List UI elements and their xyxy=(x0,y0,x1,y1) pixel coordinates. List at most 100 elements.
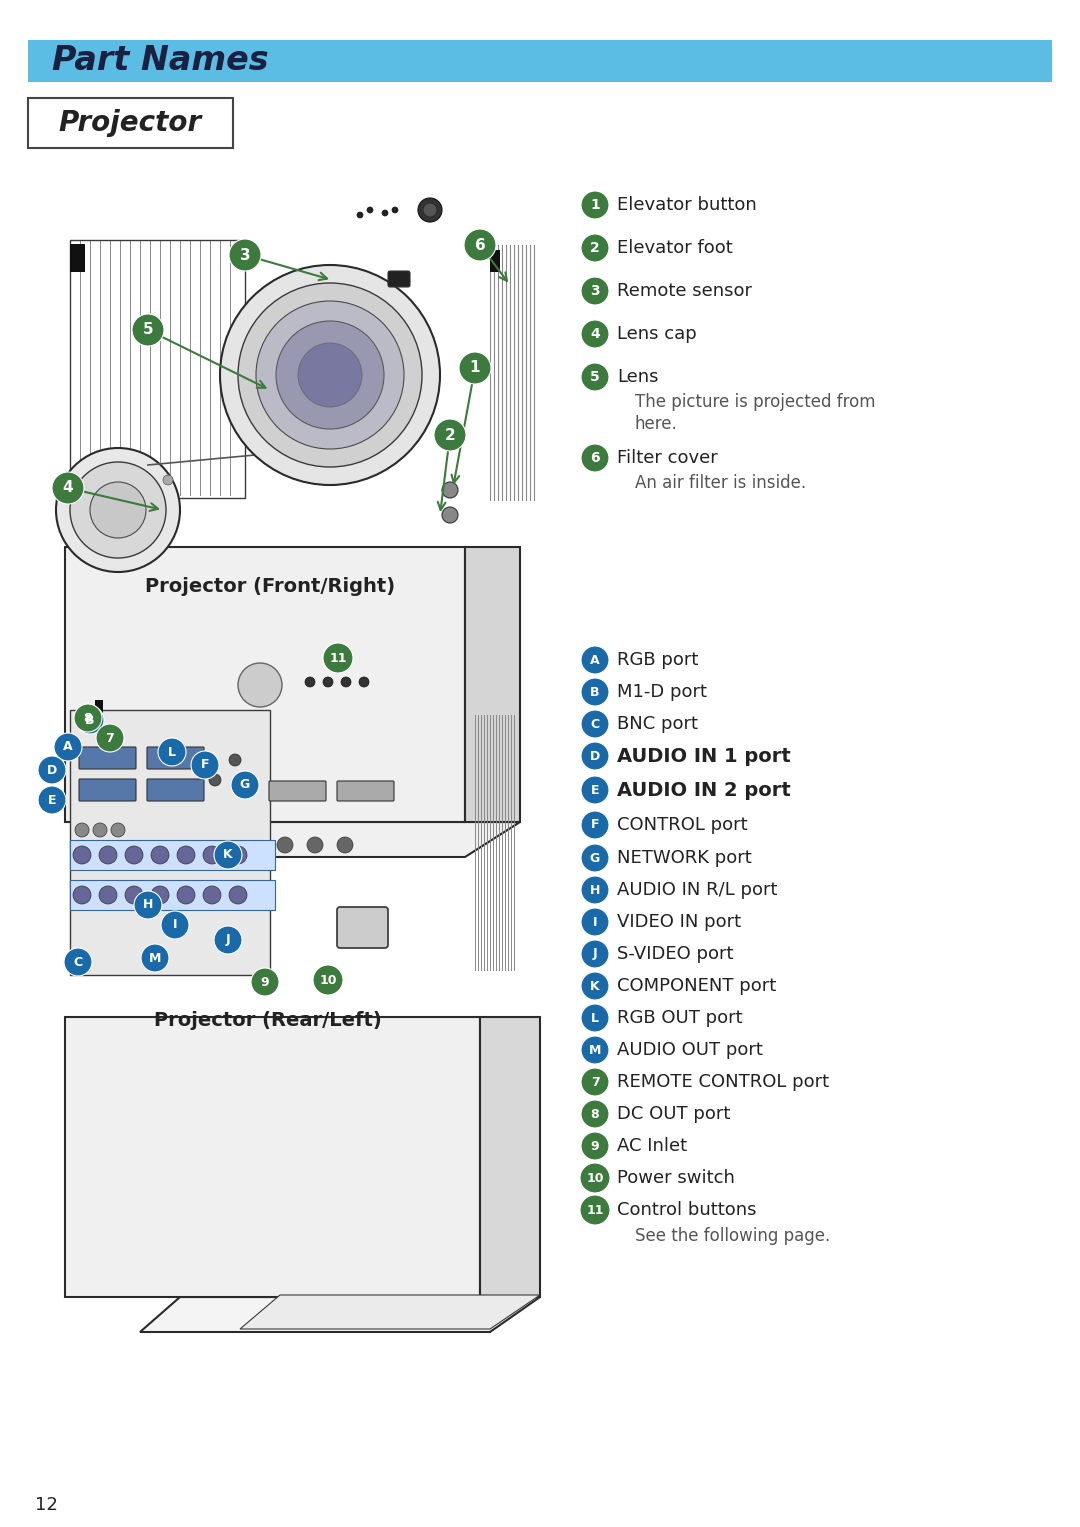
FancyBboxPatch shape xyxy=(28,40,1052,82)
Text: J: J xyxy=(593,947,597,960)
Text: L: L xyxy=(591,1011,599,1025)
Polygon shape xyxy=(65,547,465,822)
Circle shape xyxy=(581,1132,609,1161)
Circle shape xyxy=(210,774,221,786)
Circle shape xyxy=(581,876,609,904)
Circle shape xyxy=(581,776,609,805)
Text: I: I xyxy=(593,916,597,928)
Polygon shape xyxy=(65,1017,480,1296)
Text: S-VIDEO port: S-VIDEO port xyxy=(617,945,733,964)
FancyBboxPatch shape xyxy=(337,780,394,802)
Text: K: K xyxy=(590,979,599,993)
Text: F: F xyxy=(591,818,599,832)
Text: 10: 10 xyxy=(586,1171,604,1185)
Text: K: K xyxy=(224,849,233,861)
Circle shape xyxy=(151,846,168,864)
Text: 1: 1 xyxy=(590,199,599,212)
Text: 1: 1 xyxy=(470,360,481,376)
Circle shape xyxy=(581,678,609,705)
Circle shape xyxy=(70,463,166,557)
Text: M1-D port: M1-D port xyxy=(617,683,707,701)
Circle shape xyxy=(64,948,92,976)
Text: C: C xyxy=(591,718,599,730)
FancyBboxPatch shape xyxy=(70,244,85,272)
Polygon shape xyxy=(480,1017,540,1296)
Circle shape xyxy=(52,472,84,504)
FancyBboxPatch shape xyxy=(70,880,275,910)
Circle shape xyxy=(581,973,609,1000)
Text: I: I xyxy=(173,919,177,931)
Circle shape xyxy=(214,841,242,869)
Text: AUDIO IN 1 port: AUDIO IN 1 port xyxy=(617,747,791,765)
Text: BNC port: BNC port xyxy=(617,715,698,733)
Circle shape xyxy=(581,1035,609,1064)
FancyBboxPatch shape xyxy=(147,779,204,802)
Circle shape xyxy=(99,846,117,864)
Text: Elevator foot: Elevator foot xyxy=(617,240,732,257)
Text: 9: 9 xyxy=(260,976,269,988)
Text: H: H xyxy=(590,884,600,896)
FancyBboxPatch shape xyxy=(337,907,388,948)
Text: F: F xyxy=(201,759,210,771)
Circle shape xyxy=(134,890,162,919)
Circle shape xyxy=(418,199,442,221)
Circle shape xyxy=(229,846,247,864)
Circle shape xyxy=(163,475,173,486)
Text: E: E xyxy=(591,783,599,797)
Circle shape xyxy=(581,321,609,348)
Text: 6: 6 xyxy=(590,450,599,466)
Text: RGB port: RGB port xyxy=(617,651,699,669)
Circle shape xyxy=(73,886,91,904)
Text: B: B xyxy=(591,686,599,698)
Circle shape xyxy=(581,1099,609,1128)
Text: H: H xyxy=(143,898,153,912)
Circle shape xyxy=(357,212,363,218)
Text: 12: 12 xyxy=(35,1496,58,1513)
Circle shape xyxy=(161,912,189,939)
Text: 4: 4 xyxy=(590,327,599,341)
Text: E: E xyxy=(48,794,56,806)
Text: AC Inlet: AC Inlet xyxy=(617,1138,687,1154)
FancyBboxPatch shape xyxy=(79,747,136,770)
Circle shape xyxy=(382,211,388,215)
Circle shape xyxy=(141,944,168,973)
FancyBboxPatch shape xyxy=(147,747,204,770)
Circle shape xyxy=(191,751,219,779)
Circle shape xyxy=(214,925,242,954)
Circle shape xyxy=(75,704,102,731)
Circle shape xyxy=(581,1003,609,1032)
Polygon shape xyxy=(465,547,519,822)
Text: J: J xyxy=(226,933,230,947)
Text: AUDIO IN 2 port: AUDIO IN 2 port xyxy=(617,780,791,800)
Text: Power switch: Power switch xyxy=(617,1170,734,1186)
Circle shape xyxy=(580,1196,610,1225)
Text: L: L xyxy=(168,745,176,759)
Circle shape xyxy=(229,240,261,270)
Circle shape xyxy=(73,846,91,864)
Text: 5: 5 xyxy=(143,322,153,337)
Circle shape xyxy=(581,844,609,872)
Text: COMPONENT port: COMPONENT port xyxy=(617,977,777,996)
Circle shape xyxy=(203,846,221,864)
Polygon shape xyxy=(95,822,519,857)
FancyBboxPatch shape xyxy=(70,840,275,870)
Text: 8: 8 xyxy=(83,712,92,724)
Text: Projector (Rear/Left): Projector (Rear/Left) xyxy=(154,1011,382,1029)
Text: 2: 2 xyxy=(445,428,456,443)
Circle shape xyxy=(251,968,279,996)
Text: A: A xyxy=(64,741,72,753)
Circle shape xyxy=(132,315,164,347)
Circle shape xyxy=(367,208,373,212)
Circle shape xyxy=(75,823,89,837)
Circle shape xyxy=(276,321,384,429)
Text: Projector: Projector xyxy=(58,108,202,137)
Circle shape xyxy=(581,909,609,936)
Text: 6: 6 xyxy=(474,238,485,252)
Circle shape xyxy=(56,447,180,573)
Circle shape xyxy=(151,886,168,904)
Text: Elevator button: Elevator button xyxy=(617,195,757,214)
Circle shape xyxy=(581,276,609,305)
Circle shape xyxy=(256,301,404,449)
Circle shape xyxy=(38,756,66,783)
Text: An air filter is inside.: An air filter is inside. xyxy=(635,473,806,492)
